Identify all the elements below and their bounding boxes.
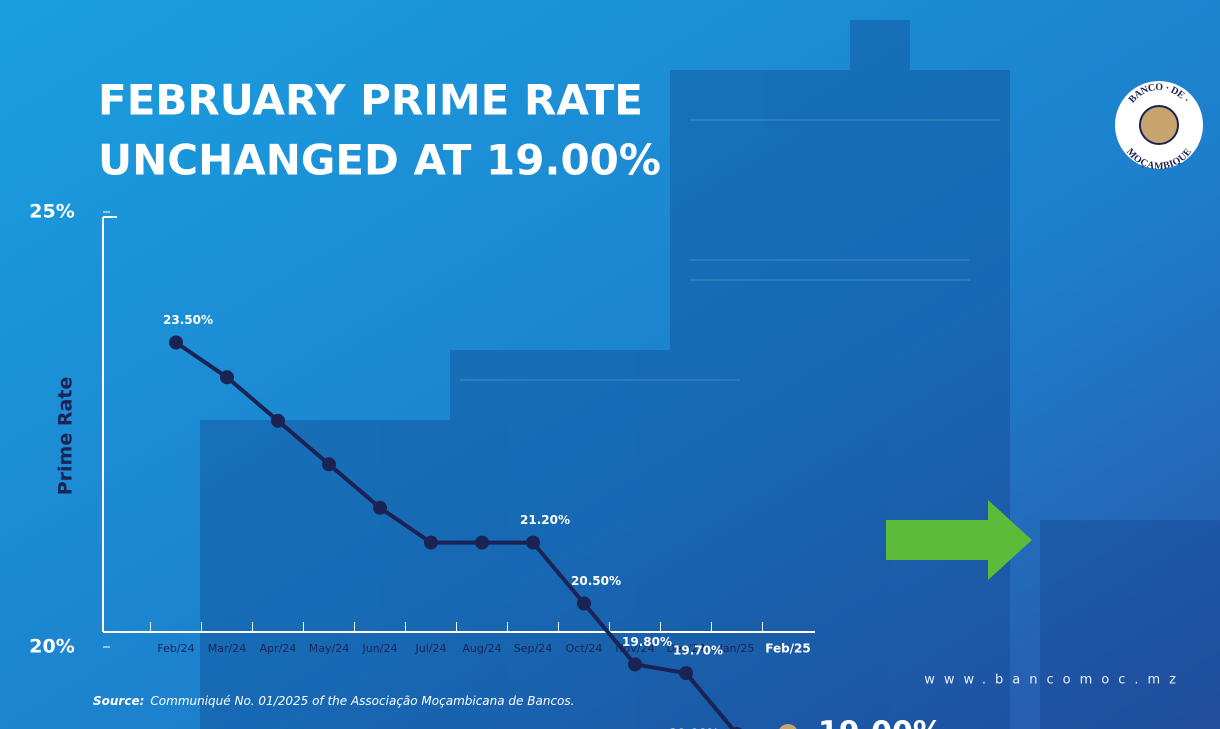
source-text: Communiqué No. 01/2025 of the Associação… [150,694,574,708]
data-label: 19.80% [622,635,672,649]
point [373,500,387,515]
x-tick-label: Jun/24 [362,642,398,655]
x-tick-label: Oct/24 [566,642,603,655]
website: www.bancomoc.mz [924,673,1185,688]
point [628,657,642,672]
highlight-label: 19.00% [818,716,943,729]
x-tick-label: Feb/25 [765,642,811,656]
point [322,457,336,472]
x-tick-label: Mar/24 [208,642,246,655]
point [475,535,489,550]
building-windows [460,119,1000,381]
point [271,413,285,428]
x-tick-label: Apr/24 [260,642,297,655]
source: Source: Communiqué No. 01/2025 of the Ass… [93,694,574,708]
point [526,535,540,550]
logo-emblem [1139,105,1179,145]
data-label: 19.00% [669,727,719,729]
title-line: UNCHANGED AT 19.00% [98,136,661,185]
point [577,596,591,611]
source-label: Source: [93,694,144,708]
x-tick-label: Feb/24 [157,642,194,655]
y-tick-label: 25% [29,201,74,223]
point [169,335,183,350]
data-label: 20.50% [571,574,621,588]
x-tick-label: Jul/24 [415,642,447,655]
data-label: 23.50% [163,313,213,327]
x-tick-label: Sep/24 [514,642,552,655]
title-line: FEBRUARY PRIME RATE [98,76,643,125]
y-tick-label: 20% [29,636,74,658]
buildings [200,20,1220,729]
arrow [886,500,1032,580]
point [220,370,234,385]
data-label: 21.20% [520,513,570,527]
x-tick-label: May/24 [309,642,349,655]
point [679,666,693,681]
y-axis-label: Prime Rate [55,377,77,496]
x-tick-label: Jan/25 [719,642,755,655]
highlight-point [779,724,797,729]
data-label: 19.70% [673,644,723,658]
x-tick-label: Aug/24 [462,642,501,655]
point [424,535,438,550]
x-tick-label: Dec/24 [667,642,706,655]
